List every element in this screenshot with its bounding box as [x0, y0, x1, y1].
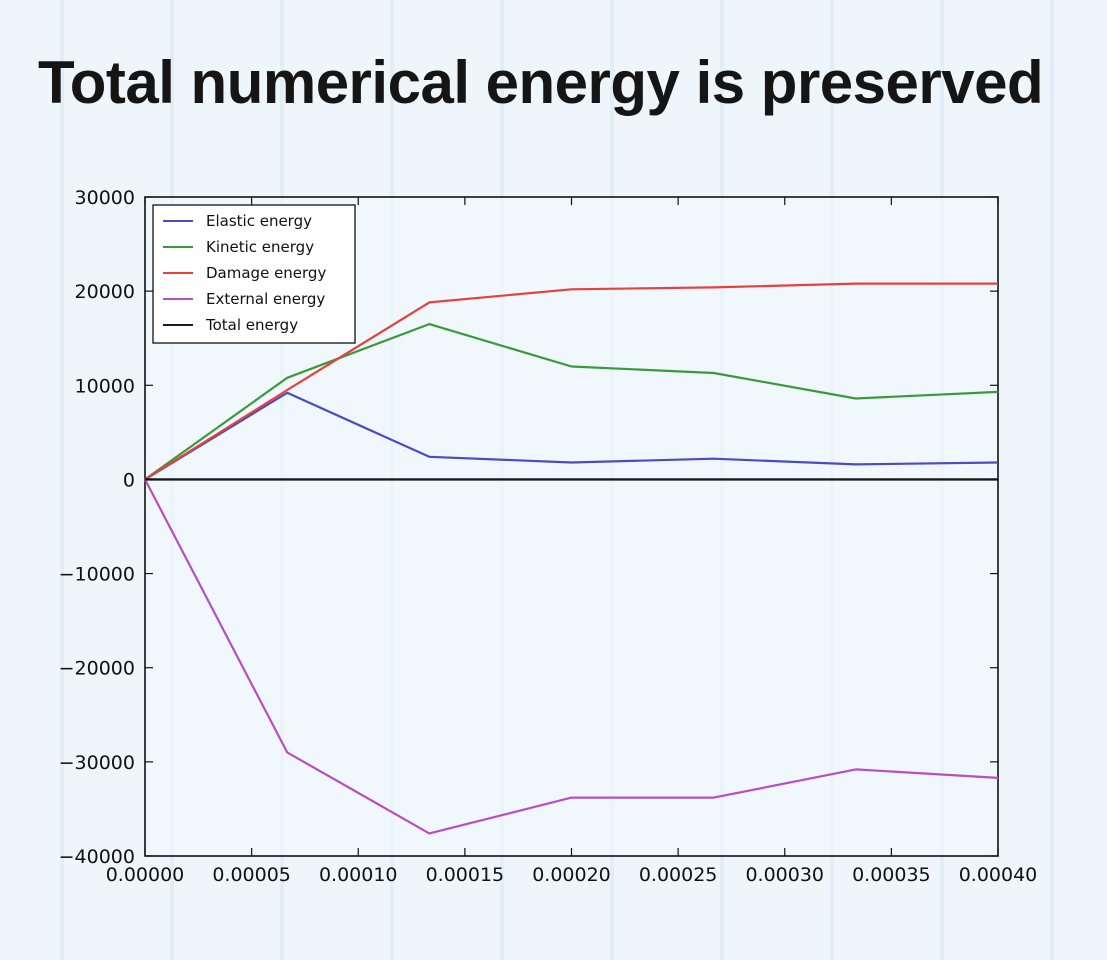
x-tick-label: 0.00025 [639, 864, 718, 886]
y-tick-label: 20000 [75, 281, 135, 303]
x-tick-label: 0.00035 [852, 864, 931, 886]
x-tick-label: 0.00020 [532, 864, 611, 886]
legend-entry: Kinetic energy [206, 238, 314, 256]
y-tick-label: 0 [123, 469, 135, 491]
y-tick-label: 10000 [75, 375, 135, 397]
x-tick-label: 0.00040 [959, 864, 1038, 886]
y-tick-label: −30000 [59, 752, 135, 774]
x-tick-label: 0.00005 [212, 864, 291, 886]
x-tick-label: 0.00015 [426, 864, 505, 886]
legend-entry: Total energy [205, 316, 298, 334]
legend-entry: External energy [206, 290, 325, 308]
x-tick-label: 0.00030 [745, 864, 824, 886]
legend-entry: Damage energy [206, 264, 326, 282]
y-tick-label: 30000 [75, 187, 135, 209]
y-tick-label: −40000 [59, 846, 135, 868]
x-tick-label: 0.00010 [319, 864, 398, 886]
legend-entry: Elastic energy [206, 212, 312, 230]
y-tick-label: −20000 [59, 658, 135, 680]
y-tick-label: −10000 [59, 564, 135, 586]
